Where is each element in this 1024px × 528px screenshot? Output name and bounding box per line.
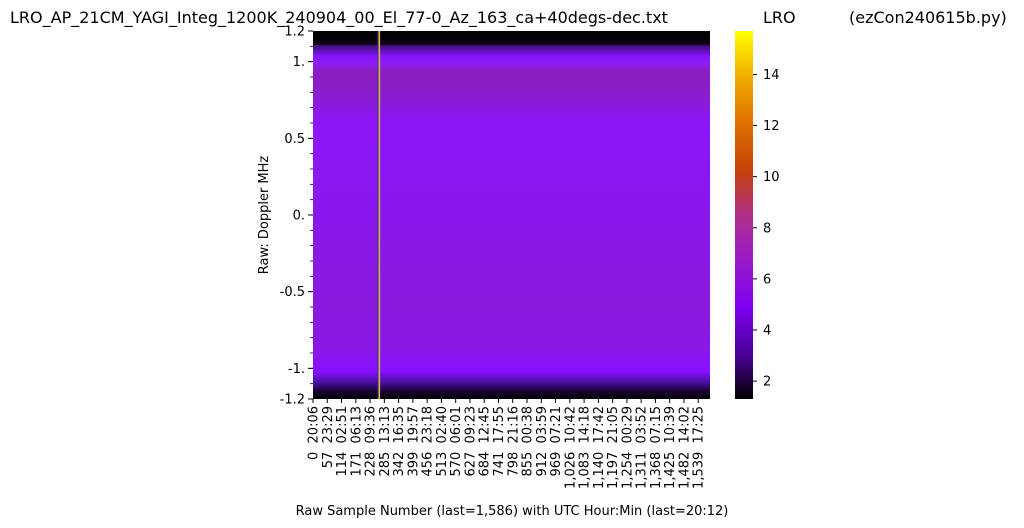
x-tick-label: 1,311 03:52	[635, 406, 650, 489]
heatmap-area	[313, 31, 710, 399]
x-tick-label: 1,254 00:29	[620, 406, 635, 489]
x-tick-label: 1,425 10:39	[663, 406, 678, 489]
x-tick-label: 513 02:40	[435, 406, 450, 477]
x-axis: 0 20:06 57 23:29 114 02:51 171 06:13 228 09:…	[307, 399, 707, 489]
x-tick-label: 741 17:55	[492, 406, 507, 477]
x-tick-label: 456 23:18	[421, 406, 436, 477]
colorbar-tick-label: 4	[763, 324, 771, 339]
x-tick-label: 1,539 17:25	[692, 406, 707, 489]
colorbar-tick-label: 12	[763, 119, 780, 134]
y-tick-label: 1.2	[284, 25, 305, 40]
x-tick-label: 1,140 17:42	[592, 406, 607, 489]
x-tick-label: 1,482 14:02	[677, 406, 692, 489]
colorbar-tick-label: 2	[763, 375, 771, 390]
x-tick-label: 798 21:16	[506, 406, 521, 477]
colorbar-tick-label: 6	[763, 272, 771, 287]
x-tick-label: 0 20:06	[307, 406, 322, 460]
x-tick-label: 171 06:13	[349, 406, 364, 477]
x-tick-label: 855 00:38	[521, 406, 536, 477]
y-axis-label: Raw: Doppler MHz	[257, 156, 272, 275]
colorbar	[735, 31, 753, 399]
x-tick-label: 969 07:21	[549, 406, 564, 477]
program-label: (ezCon240615b.py)	[849, 8, 1007, 27]
y-tick-label: 1.	[293, 55, 305, 70]
station-label: LRO	[763, 8, 796, 27]
y-tick-label: 0.	[293, 209, 305, 224]
x-tick-label: 1,026 10:42	[563, 406, 578, 489]
x-tick-label: 57 23:29	[321, 406, 336, 468]
heatmap-top-band	[313, 31, 710, 45]
y-tick-label: 0.5	[284, 132, 305, 147]
colorbar-tick-label: 10	[763, 170, 780, 185]
x-tick-label: 342 16:35	[392, 406, 407, 477]
y-axis: 1.2 1. 0.5 0. -0.5 -1. -1.2	[280, 25, 313, 408]
x-tick-label: 114 02:51	[335, 406, 350, 477]
y-tick-label: -1.	[288, 362, 305, 377]
x-tick-label: 684 12:45	[478, 406, 493, 477]
y-tick-label: -1.2	[280, 393, 305, 408]
chart-title: LRO_AP_21CM_YAGI_Integ_1200K_240904_00_E…	[10, 8, 668, 28]
x-tick-label: 1,083 14:18	[578, 406, 593, 489]
x-tick-label: 1,197 21:05	[606, 406, 621, 489]
colorbar-tick-label: 8	[763, 221, 771, 236]
x-tick-label: 228 09:36	[364, 406, 379, 477]
x-tick-label: 285 13:13	[378, 406, 393, 477]
y-tick-label: -0.5	[280, 285, 305, 300]
x-tick-label: 912 03:59	[535, 406, 550, 477]
x-axis-label: Raw Sample Number (last=1,586) with UTC …	[296, 504, 729, 519]
x-tick-label: 1,368 07:15	[649, 406, 664, 489]
x-tick-label: 627 09:23	[463, 406, 478, 477]
colorbar-axis: 2 4 6 8 10 12 14	[753, 68, 780, 390]
x-tick-label: 570 06:01	[449, 406, 464, 477]
colorbar-tick-label: 14	[763, 68, 780, 83]
x-tick-label: 399 19:57	[406, 406, 421, 477]
